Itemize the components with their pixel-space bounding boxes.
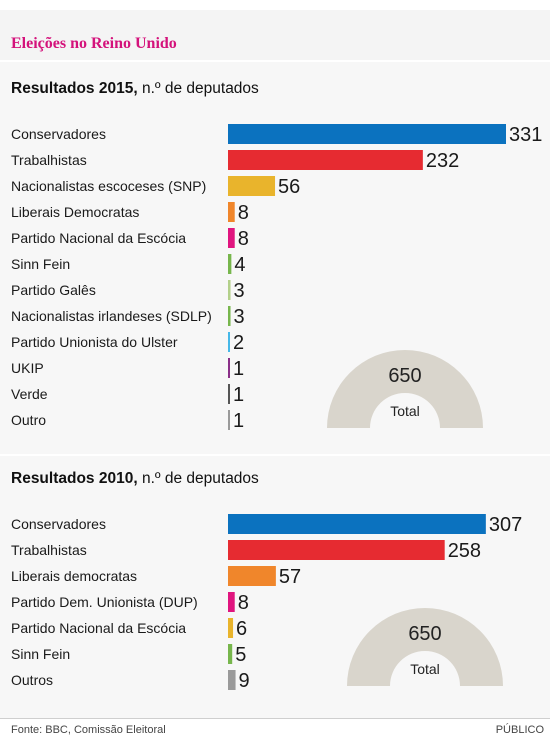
total-value-2015: 650 xyxy=(388,365,421,387)
chart-title-2015: Resultados 2015, n.º de deputados xyxy=(11,80,259,98)
category-label: Conservadores xyxy=(11,126,106,142)
category-label: Partido Galês xyxy=(11,282,96,298)
category-label: Outro xyxy=(11,412,46,428)
bar-trabalhistas xyxy=(228,150,423,170)
value-label: 232 xyxy=(426,150,459,172)
total-gauge-2015 xyxy=(327,350,483,428)
category-label: Trabalhistas xyxy=(11,542,87,558)
value-label: 57 xyxy=(279,566,301,588)
bar-outros xyxy=(228,670,236,690)
value-label: 1 xyxy=(233,384,244,406)
bar-partido-nacional-da-esc-cia xyxy=(228,228,235,248)
value-label: 56 xyxy=(278,176,300,198)
category-label: Nacionalistas irlandeses (SDLP) xyxy=(11,308,212,324)
bar-outro xyxy=(228,410,230,430)
bar-sinn-fein xyxy=(228,644,233,664)
category-label: Nacionalistas escoceses (SNP) xyxy=(11,178,206,194)
bar-ukip xyxy=(228,358,230,378)
total-gauge-2010 xyxy=(347,608,503,686)
footer-divider xyxy=(0,718,550,719)
value-label: 307 xyxy=(489,514,522,536)
value-label: 3 xyxy=(234,280,245,302)
chart-title-2015-bold: Resultados 2015, xyxy=(11,80,138,97)
bar-conservadores xyxy=(228,514,486,534)
category-label: Partido Nacional da Escócia xyxy=(11,230,186,246)
value-label: 258 xyxy=(448,540,481,562)
bar-partido-gal-s xyxy=(228,280,231,300)
value-label: 8 xyxy=(238,592,249,614)
bar-nacionalistas-escoceses-snp- xyxy=(228,176,276,196)
value-label: 8 xyxy=(238,202,249,224)
category-label: Partido Unionista do Ulster xyxy=(11,334,178,350)
bar-liberais-democratas xyxy=(228,202,235,222)
value-label: 8 xyxy=(238,228,249,250)
bar-partido-nacional-da-esc-cia xyxy=(228,618,234,638)
value-label: 4 xyxy=(234,254,245,276)
value-label: 9 xyxy=(239,670,250,692)
category-label: Sinn Fein xyxy=(11,256,70,272)
bar-chart-2010: 650 Total Conservadores 307 Trabalhistas 258 L… xyxy=(11,514,522,692)
chart-title-2010-bold: Resultados 2010, xyxy=(11,470,138,487)
total-label-2010: Total xyxy=(410,661,440,677)
chart-title-2010: Resultados 2010, n.º de deputados xyxy=(11,470,259,488)
bar-liberais-democratas xyxy=(228,566,276,586)
category-label: Partido Nacional da Escócia xyxy=(11,620,186,636)
category-label: Trabalhistas xyxy=(11,152,87,168)
chart-title-2015-rest: n.º de deputados xyxy=(137,80,259,97)
header-title: Eleições no Reino Unido xyxy=(11,35,177,52)
value-label: 6 xyxy=(236,618,247,640)
bar-verde xyxy=(228,384,230,404)
value-label: 331 xyxy=(509,124,542,146)
category-label: Liberais democratas xyxy=(11,568,137,584)
bar-partido-unionista-do-ulster xyxy=(228,332,230,352)
value-label: 1 xyxy=(233,358,244,380)
category-label: Partido Dem. Unionista (DUP) xyxy=(11,594,198,610)
brand-logo: PÚBLICO xyxy=(495,724,544,736)
chart-title-2010-rest: n.º de deputados xyxy=(137,470,259,487)
category-label: Liberais Democratas xyxy=(11,204,139,220)
category-label: Conservadores xyxy=(11,516,106,532)
category-label: Verde xyxy=(11,386,48,402)
bar-conservadores xyxy=(228,124,506,144)
category-label: Sinn Fein xyxy=(11,646,70,662)
total-label-2015: Total xyxy=(390,403,420,419)
total-value-2010: 650 xyxy=(408,623,441,645)
category-label: Outros xyxy=(11,672,53,688)
bar-nacionalistas-irlandeses-sdlp- xyxy=(228,306,231,326)
header-bar: Eleições no Reino Unido xyxy=(0,10,550,60)
value-label: 1 xyxy=(233,410,244,432)
value-label: 5 xyxy=(235,644,246,666)
value-label: 2 xyxy=(233,332,244,354)
bar-trabalhistas xyxy=(228,540,445,560)
value-label: 3 xyxy=(234,306,245,328)
source-note: Fonte: BBC, Comissão Eleitoral xyxy=(11,724,166,736)
bar-sinn-fein xyxy=(228,254,232,274)
category-label: UKIP xyxy=(11,360,44,376)
bar-partido-dem-unionista-dup- xyxy=(228,592,235,612)
